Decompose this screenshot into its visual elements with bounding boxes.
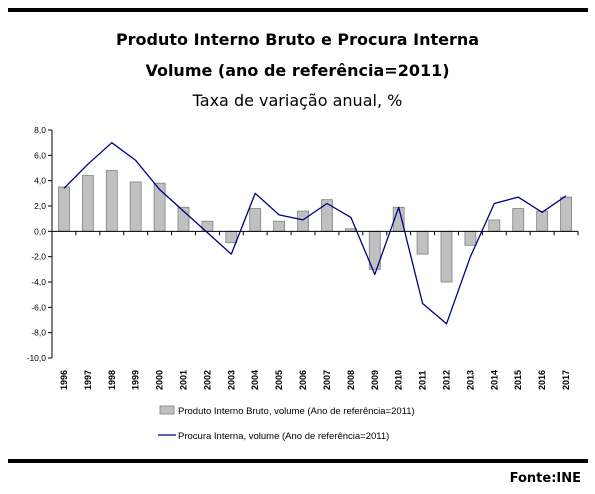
bar-gdp — [153, 182, 166, 232]
x-tick-label: 2015 — [513, 370, 523, 390]
bar-gdp — [81, 175, 94, 232]
bottom-rule — [8, 459, 588, 463]
chart-title-line2: Volume (ano de referência=2011) — [145, 61, 450, 80]
bar-gdp — [536, 210, 549, 232]
bar-gdp — [488, 219, 501, 232]
x-tick-label: 2013 — [465, 370, 475, 390]
legend-label-gdp: Produto Interno Bruto, volume (Ano de re… — [178, 406, 415, 417]
x-tick-label: 2007 — [322, 370, 332, 390]
y-tick-label: 0,0 — [34, 226, 46, 236]
x-tick-label: 2009 — [370, 370, 380, 390]
bar-gdp — [225, 230, 238, 244]
chart-title-line1: Produto Interno Bruto e Procura Interna — [115, 30, 480, 49]
x-tick-label: 2001 — [179, 370, 189, 390]
x-tick-label: 1998 — [107, 370, 117, 390]
chart-subtitle: Taxa de variação anual, % — [192, 91, 403, 110]
bar-gdp — [273, 220, 286, 232]
line-domestic-demand — [63, 142, 567, 325]
plot-area: 8,0 6,0 4,0 2,0 0,0 -2,0 -4,0 -6,0 -8,0 -10,0 1996… — [27, 125, 579, 390]
bar-gdp — [105, 170, 118, 232]
bar-gdp — [440, 230, 453, 283]
x-tick-label: 2004 — [250, 370, 260, 390]
x-tick-label: 2000 — [155, 370, 165, 390]
x-tick-label: 2005 — [274, 370, 284, 390]
x-tick-label: 2003 — [226, 370, 236, 390]
y-tick-label: -8,0 — [31, 328, 46, 338]
x-tick-label: 2002 — [202, 370, 212, 390]
x-tick-label: 2014 — [489, 370, 499, 390]
y-tick-label: 4,0 — [34, 176, 46, 186]
legend-swatch-gdp — [159, 405, 175, 415]
bar-gdp — [297, 210, 309, 232]
y-tick-label: 6,0 — [34, 150, 46, 160]
y-tick-label: -2,0 — [31, 252, 46, 262]
x-tick-label: 2016 — [537, 370, 547, 390]
x-tick-label: 2006 — [298, 370, 308, 390]
bar-gdp — [560, 196, 572, 232]
x-tick-label: 2012 — [442, 370, 452, 390]
y-tick-label: -6,0 — [31, 302, 46, 312]
x-tick-label: 1999 — [131, 370, 141, 390]
x-tick-label: 2017 — [561, 370, 571, 390]
bar-gdp — [416, 230, 429, 255]
bar-gdp — [464, 230, 477, 246]
y-tick-label: -10,0 — [27, 353, 47, 363]
legend: Produto Interno Bruto, volume (Ano de re… — [158, 405, 415, 442]
bar-gdp — [512, 208, 525, 232]
x-tick-label: 1996 — [59, 370, 69, 390]
top-rule — [8, 8, 588, 12]
bar-gdp — [321, 199, 333, 232]
x-tick-label: 2011 — [418, 370, 428, 390]
y-tick-label: 2,0 — [34, 201, 46, 211]
y-tick-label: 8,0 — [34, 125, 46, 135]
legend-label-domestic-demand: Procura Interna, volume (Ano de referênc… — [178, 431, 389, 442]
bar-gdp — [129, 181, 142, 232]
bar-gdp — [249, 208, 262, 232]
source-label: Fonte:INE — [509, 471, 581, 486]
y-tick-label: -4,0 — [31, 277, 46, 287]
x-tick-label: 2010 — [394, 370, 404, 390]
x-tick-label: 2008 — [346, 370, 356, 390]
bar-gdp — [58, 186, 70, 232]
x-tick-label: 1997 — [83, 370, 93, 390]
